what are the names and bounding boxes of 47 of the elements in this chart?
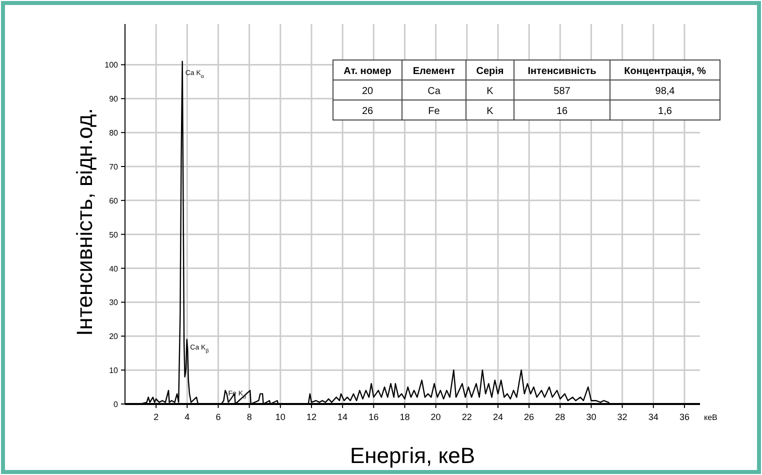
x-tick-label: 18 bbox=[400, 412, 410, 422]
x-tick-label: 16 bbox=[368, 412, 379, 422]
y-tick-label: 20 bbox=[109, 332, 119, 342]
category-label: Інтенсивність bbox=[528, 66, 596, 77]
text: 98,4 bbox=[655, 86, 675, 97]
text: K bbox=[486, 86, 494, 97]
x-tick-label: 24 bbox=[492, 412, 503, 422]
x-tick-label: 34 bbox=[648, 412, 658, 422]
x-tick-label: 20 bbox=[430, 412, 441, 422]
x-tick-label: 26 bbox=[524, 412, 534, 422]
text: Fe bbox=[428, 106, 440, 117]
x-tick-label: 6 bbox=[216, 412, 221, 422]
category-label: Ат. номер bbox=[344, 66, 392, 77]
y-axis-title: Інтенсивність, відн.од. bbox=[72, 108, 97, 336]
category-label: Концентрація, % bbox=[624, 66, 706, 77]
text: 587 bbox=[554, 86, 570, 97]
x-tick-label: 12 bbox=[306, 412, 316, 422]
x-tick-label: 2 bbox=[154, 412, 159, 422]
y-tick-label: 10 bbox=[109, 366, 119, 376]
y-tick-label: 100 bbox=[104, 60, 119, 70]
y-tick-label: 60 bbox=[109, 196, 119, 206]
y-tick-label: 0 bbox=[114, 400, 119, 409]
y-tick-label: 90 bbox=[109, 94, 119, 104]
y-tick-label: 50 bbox=[109, 230, 119, 240]
text: 1,6 bbox=[658, 106, 672, 117]
x-axis-title: Енергія, кеВ bbox=[350, 443, 476, 468]
x-tick-label: 30 bbox=[586, 412, 596, 422]
x-tick-label: 8 bbox=[246, 412, 252, 422]
y-tick-label: 30 bbox=[109, 298, 119, 308]
y-tick-label: 70 bbox=[109, 162, 119, 172]
x-tick-label: 4 bbox=[184, 412, 190, 422]
x-tick-label: 10 bbox=[275, 412, 286, 422]
text: K bbox=[486, 106, 494, 117]
category-label: Елемент bbox=[412, 66, 456, 77]
text: кеВ bbox=[704, 413, 718, 422]
x-tick-label: 32 bbox=[617, 412, 628, 422]
y-tick-label: 40 bbox=[109, 264, 119, 274]
text: 20 bbox=[362, 86, 374, 97]
x-tick-label: 36 bbox=[679, 412, 690, 422]
x-tick-label: 14 bbox=[338, 412, 348, 422]
text: Ca bbox=[428, 86, 440, 97]
x-tick-label: 28 bbox=[555, 412, 566, 422]
text: 16 bbox=[556, 106, 568, 117]
x-tick-label: 22 bbox=[462, 412, 472, 422]
category-label: Серія bbox=[476, 66, 504, 77]
text: 26 bbox=[362, 106, 374, 117]
y-tick-label: 80 bbox=[109, 128, 119, 138]
